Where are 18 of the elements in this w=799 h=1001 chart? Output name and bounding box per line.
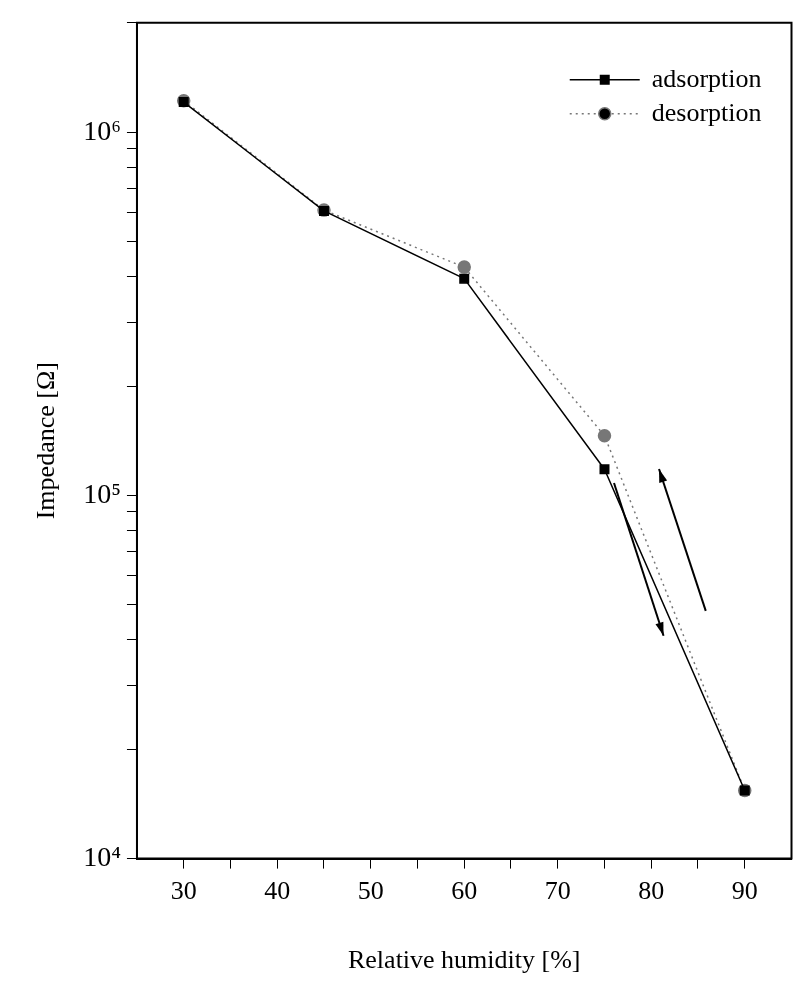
x-tick-label: 30 bbox=[170, 876, 197, 906]
y-tick-label: 10⁵ bbox=[83, 477, 121, 509]
legend-label: adsorption bbox=[651, 63, 762, 93]
point bbox=[459, 273, 470, 284]
point bbox=[457, 260, 471, 274]
x-tick-label: 70 bbox=[544, 876, 571, 906]
x-axis-title: Relative humidity [%] bbox=[347, 945, 581, 975]
x-tick-label: 80 bbox=[638, 876, 665, 906]
x-tick-label: 60 bbox=[451, 876, 478, 906]
x-tick-label: 50 bbox=[357, 876, 384, 906]
point bbox=[597, 428, 612, 443]
point bbox=[599, 464, 610, 475]
y-tick-label: 10⁴ bbox=[83, 840, 121, 872]
legend-label: desorption bbox=[651, 97, 762, 127]
x-tick-label: 90 bbox=[731, 876, 758, 906]
x-tick-label: 40 bbox=[264, 876, 291, 906]
y-axis-title: Impedance [Ω] bbox=[31, 362, 61, 520]
y-tick-label: 10⁶ bbox=[83, 114, 121, 146]
